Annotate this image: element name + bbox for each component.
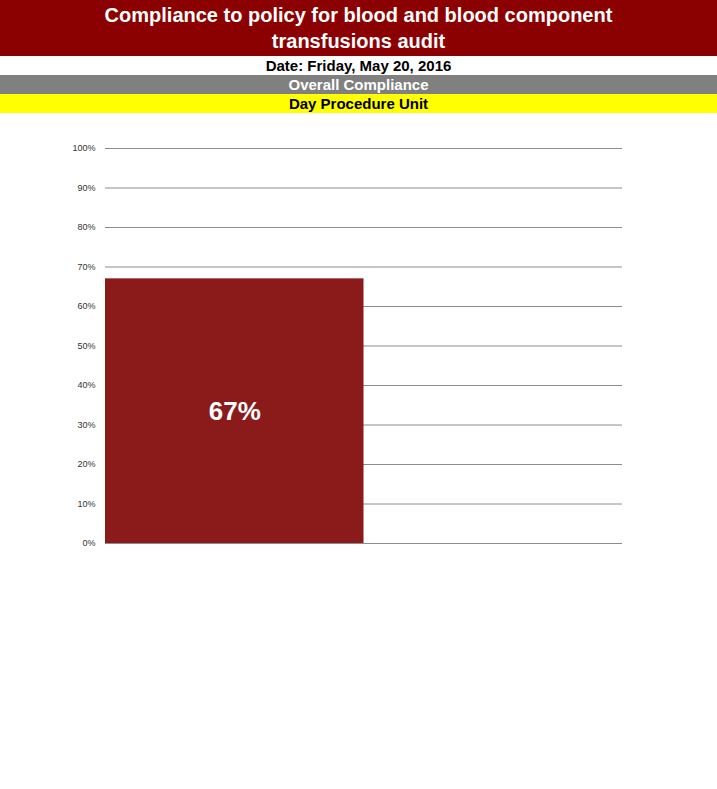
svg-text:0%: 0%: [82, 538, 95, 548]
svg-text:30%: 30%: [77, 420, 95, 430]
svg-text:20%: 20%: [77, 459, 95, 469]
html-text:Compliance to policy for blood: Compliance to policy for blood and blood…: [104, 4, 613, 52]
svg-text:60%: 60%: [77, 301, 95, 311]
svg-text:100%: 100%: [72, 143, 95, 153]
html-text:Overall Compliance: Overall Compliance: [288, 76, 429, 93]
html-text:Date: Friday, May 20, 2016: Date: Friday, May 20, 2016: [265, 57, 452, 74]
svg-text:67%: 67%: [209, 395, 261, 425]
svg-text:40%: 40%: [77, 380, 95, 390]
svg-text:80%: 80%: [77, 222, 95, 232]
svg-text:10%: 10%: [77, 499, 95, 509]
html-text:Day Procedure Unit: Day Procedure Unit: [288, 95, 429, 112]
svg-text:70%: 70%: [77, 262, 95, 272]
svg-text:50%: 50%: [77, 341, 95, 351]
svg-text:90%: 90%: [77, 183, 95, 193]
